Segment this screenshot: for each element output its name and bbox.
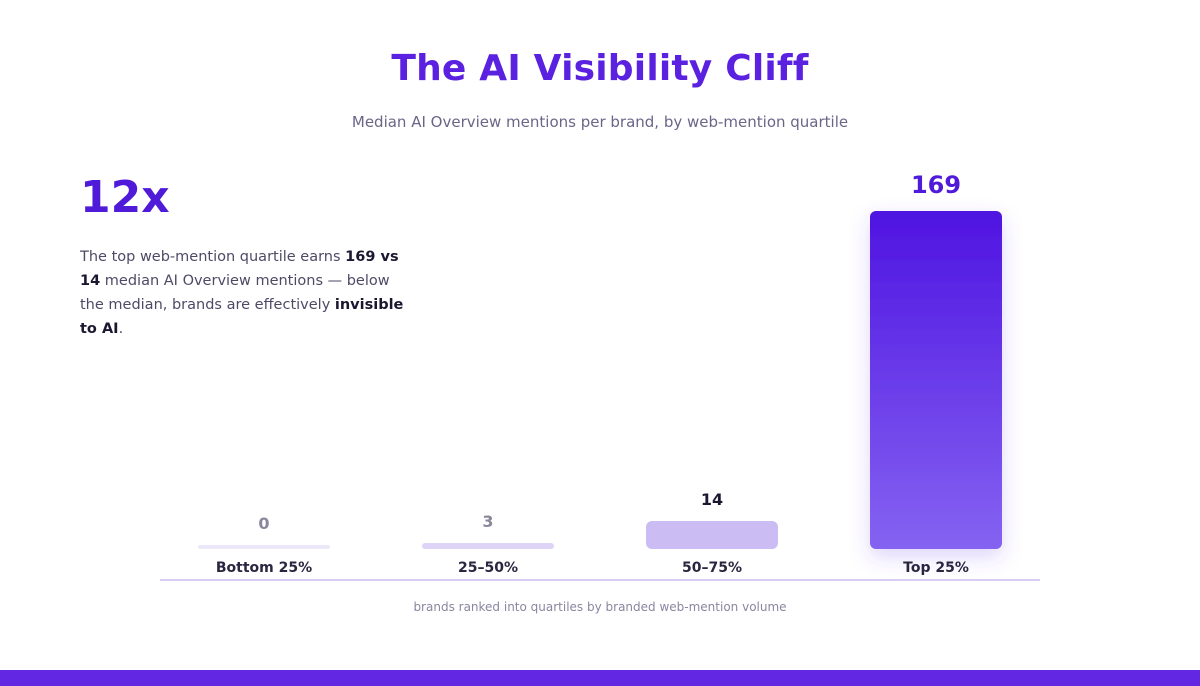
x-axis-title: brands ranked into quartiles by branded … [413, 600, 786, 614]
callout-text-1: The top web-mention quartile earns [80, 249, 346, 265]
category-label-4: Top 25% [903, 560, 969, 576]
bar-2 [422, 543, 554, 549]
bar-value-label-4: 169 [911, 171, 961, 199]
category-label-1: Bottom 25% [216, 560, 312, 576]
bar-value-label-1: 0 [258, 514, 269, 533]
chart-subtitle: Median AI Overview mentions per brand, b… [351, 113, 849, 131]
callout-text-3: . [118, 321, 124, 337]
bar-1 [198, 545, 330, 549]
chart-title: The AI Visibility Cliff [391, 48, 809, 89]
bar-3 [646, 521, 778, 549]
callout-bold-1: 169 vs 14 [80, 249, 399, 289]
callout-bold-2: invisible to AI [80, 297, 404, 337]
bars-layer: 0 Bottom 25% 3 25–50% 14 50–75% 169 Top 25% [198, 171, 1002, 576]
bar-4 [870, 211, 1002, 549]
callout-description: The top web-mention quartile earns 169 v… [80, 245, 410, 341]
bottom-accent-band [0, 670, 1200, 686]
category-label-3: 50–75% [682, 560, 742, 576]
bar-value-label-3: 14 [701, 490, 723, 509]
callout-big-stat: 12x [80, 172, 170, 223]
callout-text-2: median AI Overview mentions — below the … [80, 273, 390, 313]
category-label-2: 25–50% [458, 560, 518, 576]
bar-value-label-2: 3 [482, 512, 493, 531]
